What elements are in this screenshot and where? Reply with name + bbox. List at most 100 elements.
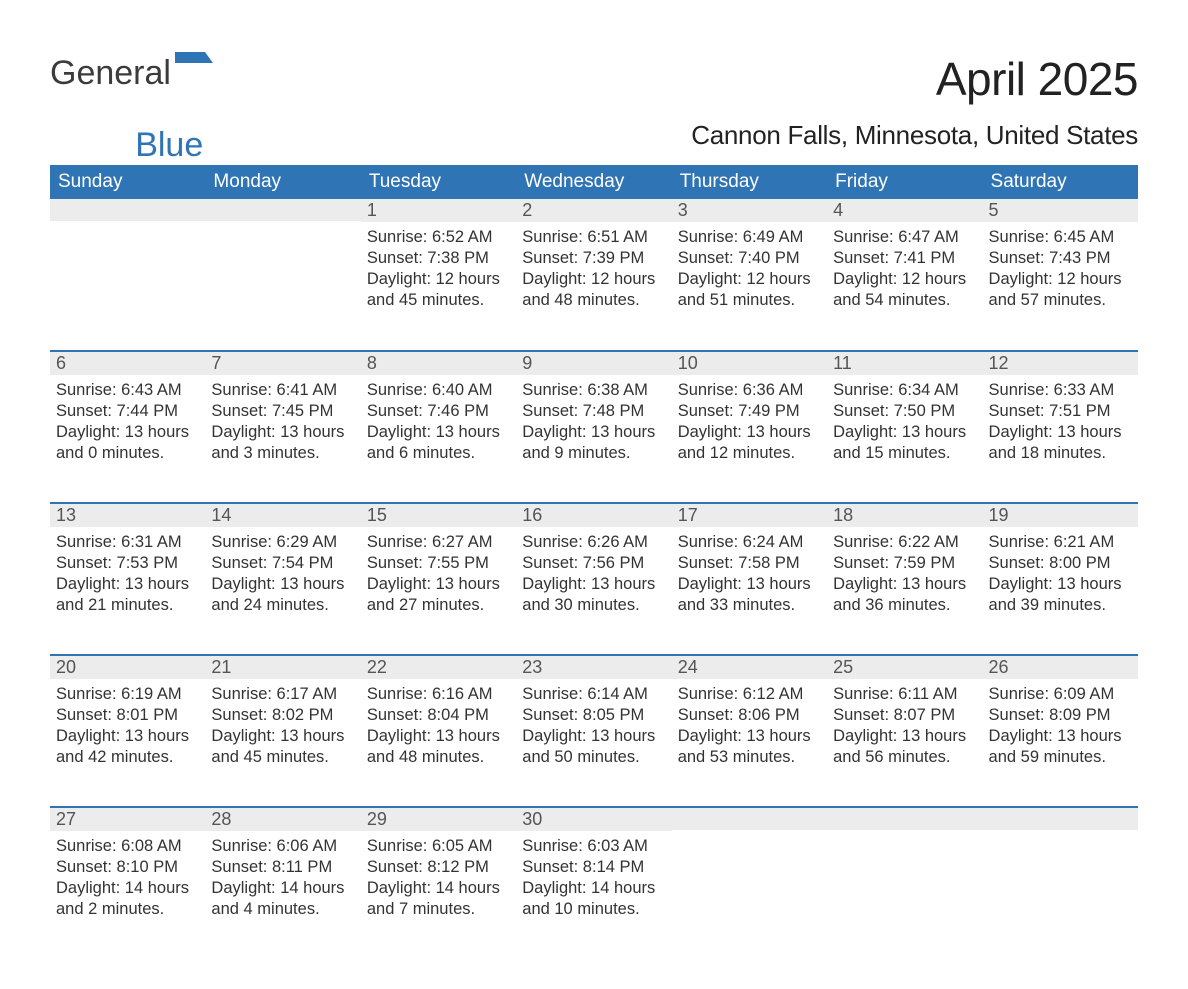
sunset-text: Sunset: 8:04 PM <box>367 705 510 726</box>
day-body: Sunrise: 6:38 AMSunset: 7:48 PMDaylight:… <box>516 375 671 468</box>
daylight-text: Daylight: 13 hours and 12 minutes. <box>678 422 821 464</box>
sunrise-text: Sunrise: 6:21 AM <box>989 532 1132 553</box>
sunset-text: Sunset: 8:12 PM <box>367 857 510 878</box>
sunrise-text: Sunrise: 6:31 AM <box>56 532 199 553</box>
logo-line2: Gene Blue <box>50 126 203 165</box>
calendar-cell: 13Sunrise: 6:31 AMSunset: 7:53 PMDayligh… <box>50 503 205 655</box>
sunrise-text: Sunrise: 6:45 AM <box>989 227 1132 248</box>
sunset-text: Sunset: 8:07 PM <box>833 705 976 726</box>
sunset-text: Sunset: 7:54 PM <box>211 553 354 574</box>
calendar-cell: 30Sunrise: 6:03 AMSunset: 8:14 PMDayligh… <box>516 807 671 959</box>
sunrise-text: Sunrise: 6:40 AM <box>367 380 510 401</box>
daylight-text: Daylight: 12 hours and 48 minutes. <box>522 269 665 311</box>
day-body: Sunrise: 6:26 AMSunset: 7:56 PMDaylight:… <box>516 527 671 620</box>
daylight-text: Daylight: 14 hours and 2 minutes. <box>56 878 199 920</box>
day-body: Sunrise: 6:33 AMSunset: 7:51 PMDaylight:… <box>983 375 1138 468</box>
sunset-text: Sunset: 7:58 PM <box>678 553 821 574</box>
calendar-cell: 14Sunrise: 6:29 AMSunset: 7:54 PMDayligh… <box>205 503 360 655</box>
day-number: 5 <box>983 199 1138 222</box>
day-number <box>672 808 827 830</box>
day-body: Sunrise: 6:21 AMSunset: 8:00 PMDaylight:… <box>983 527 1138 620</box>
day-header: Monday <box>205 165 360 199</box>
sunrise-text: Sunrise: 6:16 AM <box>367 684 510 705</box>
day-number: 27 <box>50 808 205 831</box>
day-header: Tuesday <box>361 165 516 199</box>
day-number: 29 <box>361 808 516 831</box>
calendar-cell: 27Sunrise: 6:08 AMSunset: 8:10 PMDayligh… <box>50 807 205 959</box>
sunset-text: Sunset: 7:55 PM <box>367 553 510 574</box>
day-number: 25 <box>827 656 982 679</box>
sunset-text: Sunset: 7:51 PM <box>989 401 1132 422</box>
sunset-text: Sunset: 7:59 PM <box>833 553 976 574</box>
calendar-cell: 18Sunrise: 6:22 AMSunset: 7:59 PMDayligh… <box>827 503 982 655</box>
sunset-text: Sunset: 8:09 PM <box>989 705 1132 726</box>
logo-word-2: Blue <box>135 126 203 165</box>
calendar-week: 6 Sunrise: 6:43 AMSunset: 7:44 PM Daylight… <box>50 351 1138 503</box>
day-number <box>205 199 360 221</box>
day-number <box>827 808 982 830</box>
day-number <box>50 199 205 221</box>
day-number: 13 <box>50 504 205 527</box>
day-body: Sunrise: 6:41 AMSunset: 7:45 PMDaylight:… <box>205 375 360 468</box>
day-number: 2 <box>516 199 671 222</box>
sunset-text: Sunset: 8:10 PM <box>56 857 199 878</box>
daylight-text: Daylight: 13 hours and 39 minutes. <box>989 574 1132 616</box>
day-body: Sunrise: 6:22 AMSunset: 7:59 PMDaylight:… <box>827 527 982 620</box>
day-header: Sunday <box>50 165 205 199</box>
sunrise-text: Sunrise: 6:17 AM <box>211 684 354 705</box>
sunrise-text: Sunrise: 6:33 AM <box>989 380 1132 401</box>
day-body: Sunrise: 6:47 AMSunset: 7:41 PMDaylight:… <box>827 222 982 315</box>
day-body: Sunrise: 6:12 AMSunset: 8:06 PMDaylight:… <box>672 679 827 772</box>
sunset-text: Sunset: 7:38 PM <box>367 248 510 269</box>
day-number: 6 <box>50 352 205 375</box>
sunset-text: Sunset: 7:49 PM <box>678 401 821 422</box>
day-body: Sunrise: 6:11 AMSunset: 8:07 PMDaylight:… <box>827 679 982 772</box>
calendar-cell: 21Sunrise: 6:17 AMSunset: 8:02 PMDayligh… <box>205 655 360 807</box>
calendar-cell: 17Sunrise: 6:24 AMSunset: 7:58 PMDayligh… <box>672 503 827 655</box>
calendar-week: 13Sunrise: 6:31 AMSunset: 7:53 PMDayligh… <box>50 503 1138 655</box>
sunset-text: Sunset: 7:44 PM <box>56 401 199 422</box>
day-number: 19 <box>983 504 1138 527</box>
calendar-cell <box>672 807 827 959</box>
day-number: 12 <box>983 352 1138 375</box>
day-body: Sunrise: 6:40 AMSunset: 7:46 PMDaylight:… <box>361 375 516 468</box>
sunrise-text: Sunrise: 6:36 AM <box>678 380 821 401</box>
sunrise-text: Sunrise: 6:43 AM <box>56 380 199 401</box>
sunrise-text: Sunrise: 6:24 AM <box>678 532 821 553</box>
daylight-text: Daylight: 13 hours and 3 minutes. <box>211 422 354 464</box>
day-number: 8 <box>361 352 516 375</box>
calendar-week: 1Sunrise: 6:52 AMSunset: 7:38 PMDaylight… <box>50 199 1138 351</box>
day-number: 10 <box>672 352 827 375</box>
daylight-text: Daylight: 12 hours and 54 minutes. <box>833 269 976 311</box>
sunset-text: Sunset: 8:11 PM <box>211 857 354 878</box>
daylight-text: Daylight: 13 hours and 59 minutes. <box>989 726 1132 768</box>
daylight-text: Daylight: 14 hours and 7 minutes. <box>367 878 510 920</box>
sunset-text: Sunset: 8:02 PM <box>211 705 354 726</box>
daylight-text: Daylight: 13 hours and 30 minutes. <box>522 574 665 616</box>
sunset-text: Sunset: 8:14 PM <box>522 857 665 878</box>
calendar-cell <box>205 199 360 351</box>
day-body: Sunrise: 6:09 AMSunset: 8:09 PMDaylight:… <box>983 679 1138 772</box>
day-body: Sunrise: 6:19 AMSunset: 8:01 PMDaylight:… <box>50 679 205 772</box>
sunrise-text: Sunrise: 6:05 AM <box>367 836 510 857</box>
sunrise-text: Sunrise: 6:06 AM <box>211 836 354 857</box>
calendar-cell: 6Sunrise: 6:43 AMSunset: 7:44 PMDaylight… <box>50 351 205 503</box>
day-number: 7 <box>205 352 360 375</box>
daylight-text: Daylight: 13 hours and 33 minutes. <box>678 574 821 616</box>
daylight-text: Daylight: 13 hours and 48 minutes. <box>367 726 510 768</box>
page-title: April 2025 <box>936 52 1138 106</box>
day-header: Friday <box>827 165 982 199</box>
day-number: 16 <box>516 504 671 527</box>
day-body: Sunrise: 6:29 AMSunset: 7:54 PMDaylight:… <box>205 527 360 620</box>
sunrise-text: Sunrise: 6:52 AM <box>367 227 510 248</box>
daylight-text: Daylight: 13 hours and 24 minutes. <box>211 574 354 616</box>
daylight-text: Daylight: 14 hours and 10 minutes. <box>522 878 665 920</box>
day-body: Sunrise: 6:16 AMSunset: 8:04 PMDaylight:… <box>361 679 516 772</box>
day-number: 15 <box>361 504 516 527</box>
daylight-text: Daylight: 13 hours and 56 minutes. <box>833 726 976 768</box>
day-number: 20 <box>50 656 205 679</box>
daylight-text: Daylight: 13 hours and 18 minutes. <box>989 422 1132 464</box>
sunrise-text: Sunrise: 6:49 AM <box>678 227 821 248</box>
sunrise-text: Sunrise: 6:27 AM <box>367 532 510 553</box>
calendar-cell: 28Sunrise: 6:06 AMSunset: 8:11 PMDayligh… <box>205 807 360 959</box>
